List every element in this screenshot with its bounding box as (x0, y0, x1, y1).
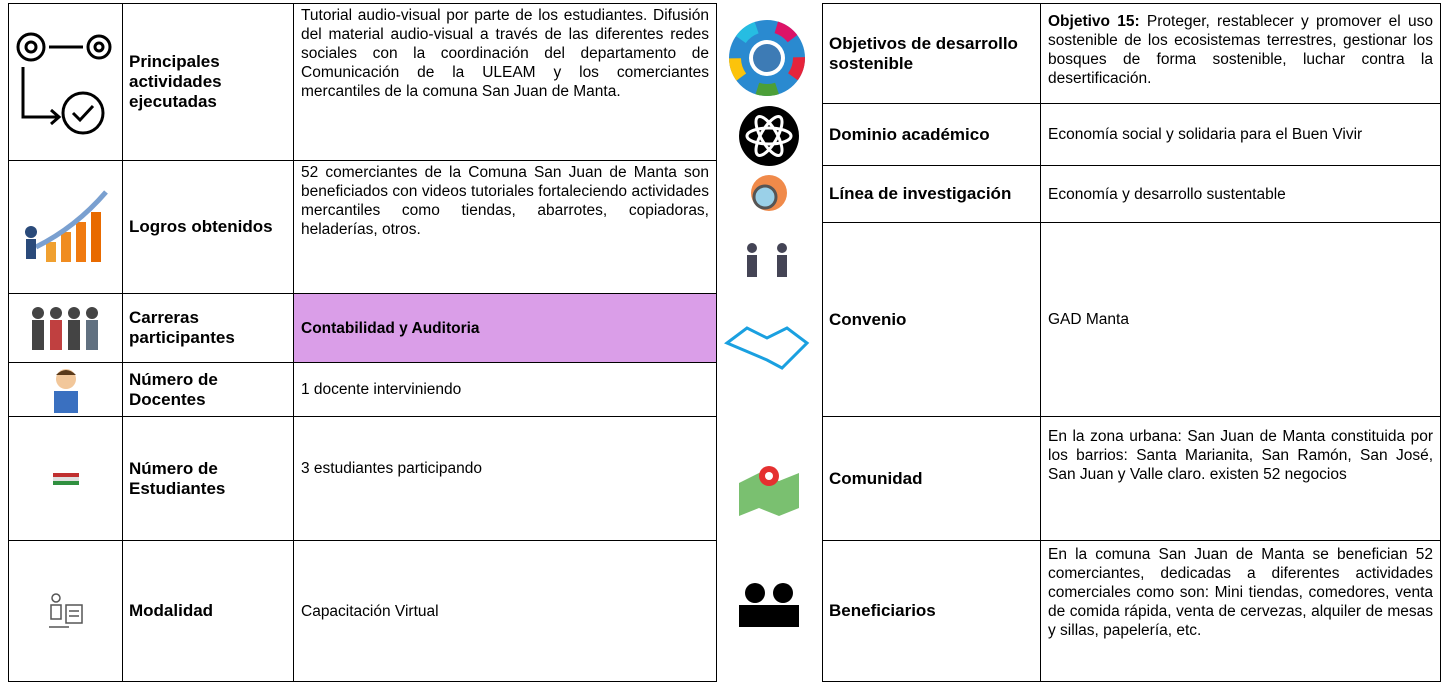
row-value: 3 estudiantes participando (293, 416, 717, 541)
icon-column (716, 3, 823, 682)
virtual-icon (48, 593, 83, 628)
row-label: Convenio (822, 222, 1041, 417)
row-label: Línea de investigación (822, 165, 1041, 223)
icon-cell (8, 540, 123, 682)
row-label: Carreras participantes (122, 293, 294, 363)
row-value: 52 comerciantes de la Comuna San Juan de… (293, 160, 717, 294)
row-value: Tutorial audio-visual por parte de los e… (293, 3, 717, 161)
row-label: Dominio académico (822, 103, 1041, 166)
row-value: Economía y desarrollo sustentable (1040, 165, 1441, 223)
students-icon (52, 472, 79, 485)
row-label: Logros obtenidos (122, 160, 294, 294)
teacher-icon (53, 368, 78, 413)
row-value: Contabilidad y Auditoria (293, 293, 717, 363)
row-value: Economía social y solidaria para el Buen… (1040, 103, 1441, 166)
row-value: Objetivo 15: Proteger, restablecer y pro… (1040, 3, 1441, 104)
growth-icon (24, 190, 108, 262)
row-value: Capacitación Virtual (293, 540, 717, 682)
row-label: Modalidad (122, 540, 294, 682)
row-label: Comunidad (822, 416, 1041, 541)
people-icon (31, 307, 98, 350)
icon-cell (8, 293, 123, 363)
row-label: Objetivos de desarrollo sostenible (822, 3, 1041, 104)
icon-cell (8, 362, 123, 417)
row-label: Número de Docentes (122, 362, 294, 417)
icon-cell (8, 416, 123, 541)
row-value: En la comuna San Juan de Manta se benefi… (1040, 540, 1441, 682)
row-label: Principales actividades ejecutadas (122, 3, 294, 161)
row-value: En la zona urbana: San Juan de Manta con… (1040, 416, 1441, 541)
row-value: GAD Manta (1040, 222, 1441, 417)
icon-cell (8, 3, 123, 161)
value-text: Proteger, restablecer y promover el uso … (1048, 13, 1433, 87)
icon-cell (8, 160, 123, 294)
value-prefix: Objetivo 15: (1048, 13, 1140, 30)
right-icons (724, 20, 810, 627)
row-value: 1 docente interviniendo (293, 362, 717, 417)
row-label: Beneficiarios (822, 540, 1041, 682)
gears-icon (16, 32, 111, 135)
row-label: Número de Estudiantes (122, 416, 294, 541)
